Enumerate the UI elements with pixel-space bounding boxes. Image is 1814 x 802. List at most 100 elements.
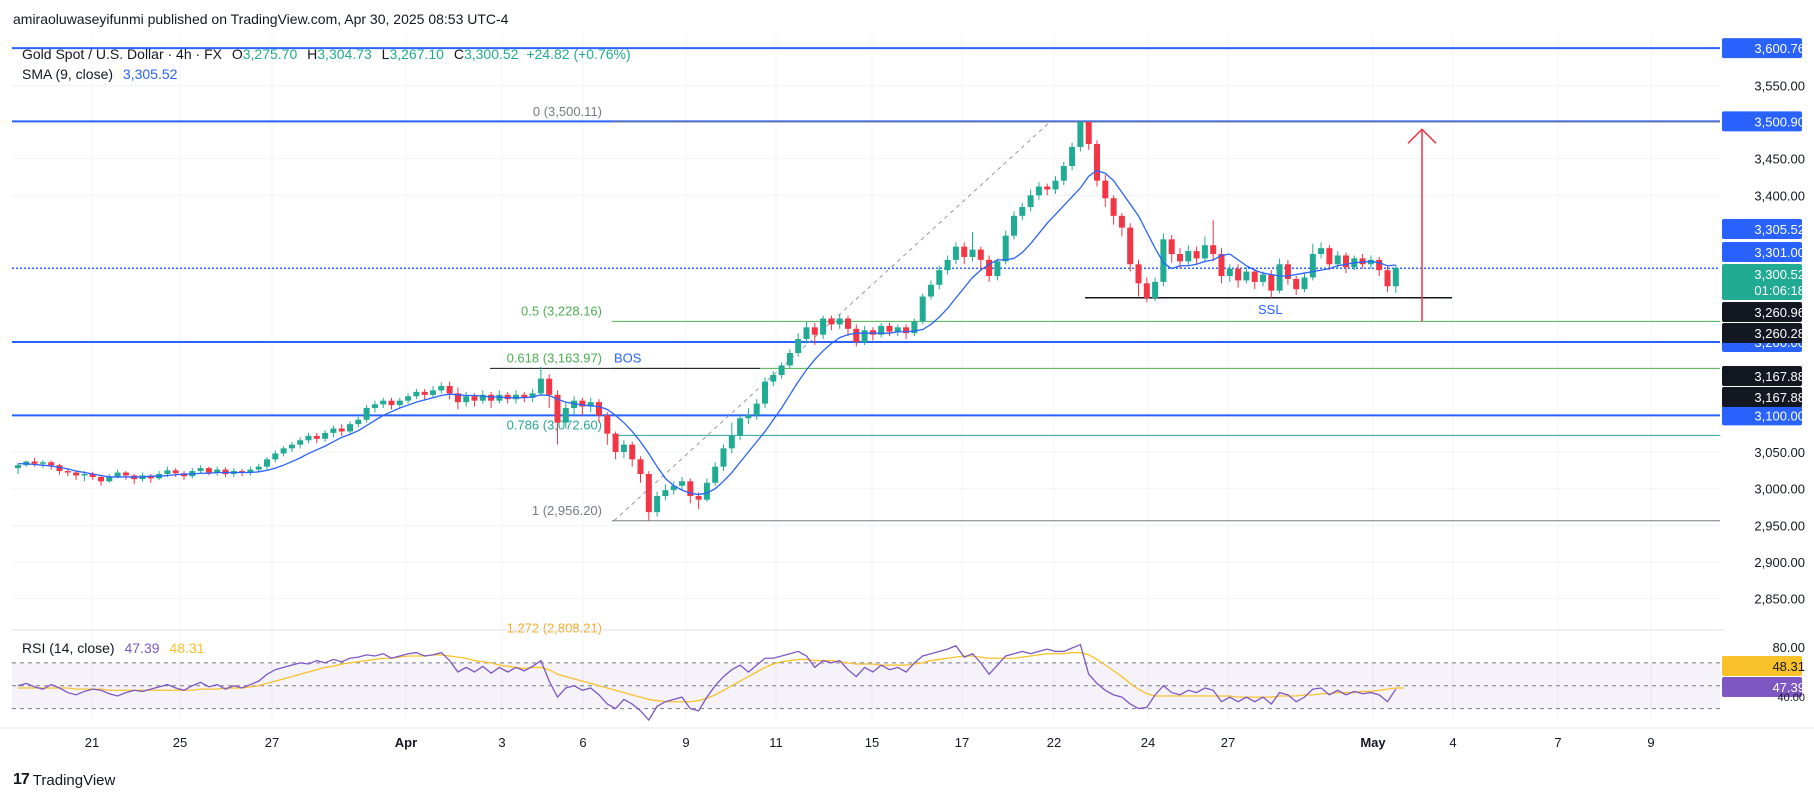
open-value: 3,275.70	[242, 46, 298, 62]
candle-body	[164, 470, 171, 474]
candle-body	[122, 472, 129, 476]
candle-body	[1094, 144, 1100, 181]
candle-body	[1210, 245, 1217, 254]
candle-body	[172, 470, 179, 474]
rsi-axis-label: 80.00	[1772, 640, 1805, 655]
candle-body	[39, 462, 46, 464]
candle-body	[770, 375, 777, 382]
candle-body	[1044, 186, 1051, 190]
time-tick-label: 9	[682, 735, 689, 750]
candle-body	[1118, 215, 1125, 228]
close-value: 3,300.52	[463, 46, 519, 62]
candle-body	[919, 296, 926, 322]
fib-retracement: 0 (3,500.11) 0.5 (3,228.16) 0.618 (3,163.9…	[507, 104, 1720, 635]
candle-body	[1143, 283, 1150, 298]
candle-body	[786, 353, 793, 366]
candle-body	[811, 327, 818, 335]
rsi-band	[12, 662, 1720, 709]
candle-body	[612, 433, 619, 452]
time-tick-label: 21	[85, 735, 99, 750]
candle-body	[1309, 254, 1316, 278]
level-price-tag: 3,500.90	[1754, 114, 1805, 129]
time-tick-label: Apr	[395, 735, 417, 750]
tradingview-logo[interactable]: 17 TradingView	[13, 771, 115, 789]
candle-body	[1218, 254, 1225, 276]
level-price-tag-bg	[1722, 38, 1802, 59]
sma-value: 3,305.52	[122, 66, 178, 82]
candle-body	[1343, 255, 1349, 268]
candle-body	[952, 246, 959, 260]
candle-body	[637, 459, 644, 474]
candle-body	[454, 393, 461, 403]
price-tag: 3,301.00	[1754, 245, 1805, 260]
candle-body	[322, 432, 329, 439]
candle-body	[928, 284, 934, 297]
price-tick-label: 3,450.00	[1754, 152, 1805, 167]
candle-body	[1127, 227, 1134, 265]
candle-body	[388, 400, 395, 406]
candle-body	[703, 482, 710, 500]
candle-body	[1135, 264, 1142, 284]
fib-label: 0.786 (3,072.60)	[507, 417, 602, 432]
level-price-tag: 3,600.76	[1754, 41, 1805, 56]
candle-body	[1293, 278, 1300, 290]
candle-body	[994, 261, 1001, 276]
candle-body	[679, 481, 685, 486]
time-tick-label: 11	[769, 735, 783, 750]
candle-body	[1019, 207, 1026, 216]
candle-body	[737, 418, 744, 436]
candle-body	[1160, 239, 1167, 282]
candle-body	[1334, 255, 1341, 265]
candle-body	[546, 378, 553, 395]
candle-body	[347, 424, 353, 432]
price-tag-bg	[1722, 219, 1802, 239]
ssl-label: SSL	[1258, 302, 1283, 317]
candle-body	[48, 462, 55, 466]
price-tag: 3,167.88	[1754, 369, 1805, 384]
candle-body	[1235, 268, 1242, 281]
bos-label: BOS	[614, 350, 642, 365]
rsi-value-tag: 47.39	[1772, 680, 1805, 695]
candle-body	[73, 472, 80, 476]
high-value: 3,304.73	[317, 46, 372, 62]
sma-label: SMA (9, close)	[22, 66, 114, 82]
candle-body	[114, 472, 121, 477]
candle-body	[554, 394, 561, 423]
candle-body	[961, 246, 968, 257]
rsi-ma-value: 48.31	[169, 640, 205, 656]
candle-body	[15, 465, 21, 469]
rsi-value-tag-bg	[1722, 677, 1802, 697]
candle-body	[438, 386, 445, 391]
candle-body	[446, 386, 453, 394]
candle-body	[31, 461, 38, 464]
level-price-tag-bg	[1722, 111, 1802, 132]
price-tag-bg	[1722, 323, 1802, 343]
candle-body	[380, 400, 387, 405]
candle-body	[861, 330, 868, 342]
candle-body	[1035, 186, 1042, 196]
time-tick-label: May	[1360, 735, 1386, 750]
candle-body	[944, 259, 951, 271]
candle-body	[977, 249, 984, 260]
candle-body	[969, 249, 976, 257]
time-tick-label: 25	[173, 735, 187, 750]
candle-body	[587, 402, 594, 407]
candle-body	[64, 471, 71, 473]
candle-body	[1060, 166, 1067, 181]
candle-body	[479, 394, 486, 401]
candle-body	[147, 475, 154, 479]
price-tick-label: 2,850.00	[1754, 592, 1805, 607]
price-tag: 3,305.52	[1754, 222, 1805, 237]
rsi-ma-tag: 48.31	[1772, 659, 1805, 674]
change-value: +24.82 (+0.76%)	[526, 46, 631, 62]
time-tick-label: 9	[1647, 735, 1654, 750]
candle-body	[778, 365, 785, 375]
candle-body	[1052, 180, 1059, 190]
candle-body	[1185, 251, 1192, 262]
target-arrow-head	[1407, 128, 1437, 144]
price-tag: 3,260.96	[1754, 305, 1805, 320]
time-axis: 21 25 27 Apr 3 6 9 11 15 17 22 24 27 May 4 7 9	[0, 727, 1814, 750]
candle-body	[1276, 264, 1283, 291]
candle-body	[986, 259, 993, 276]
